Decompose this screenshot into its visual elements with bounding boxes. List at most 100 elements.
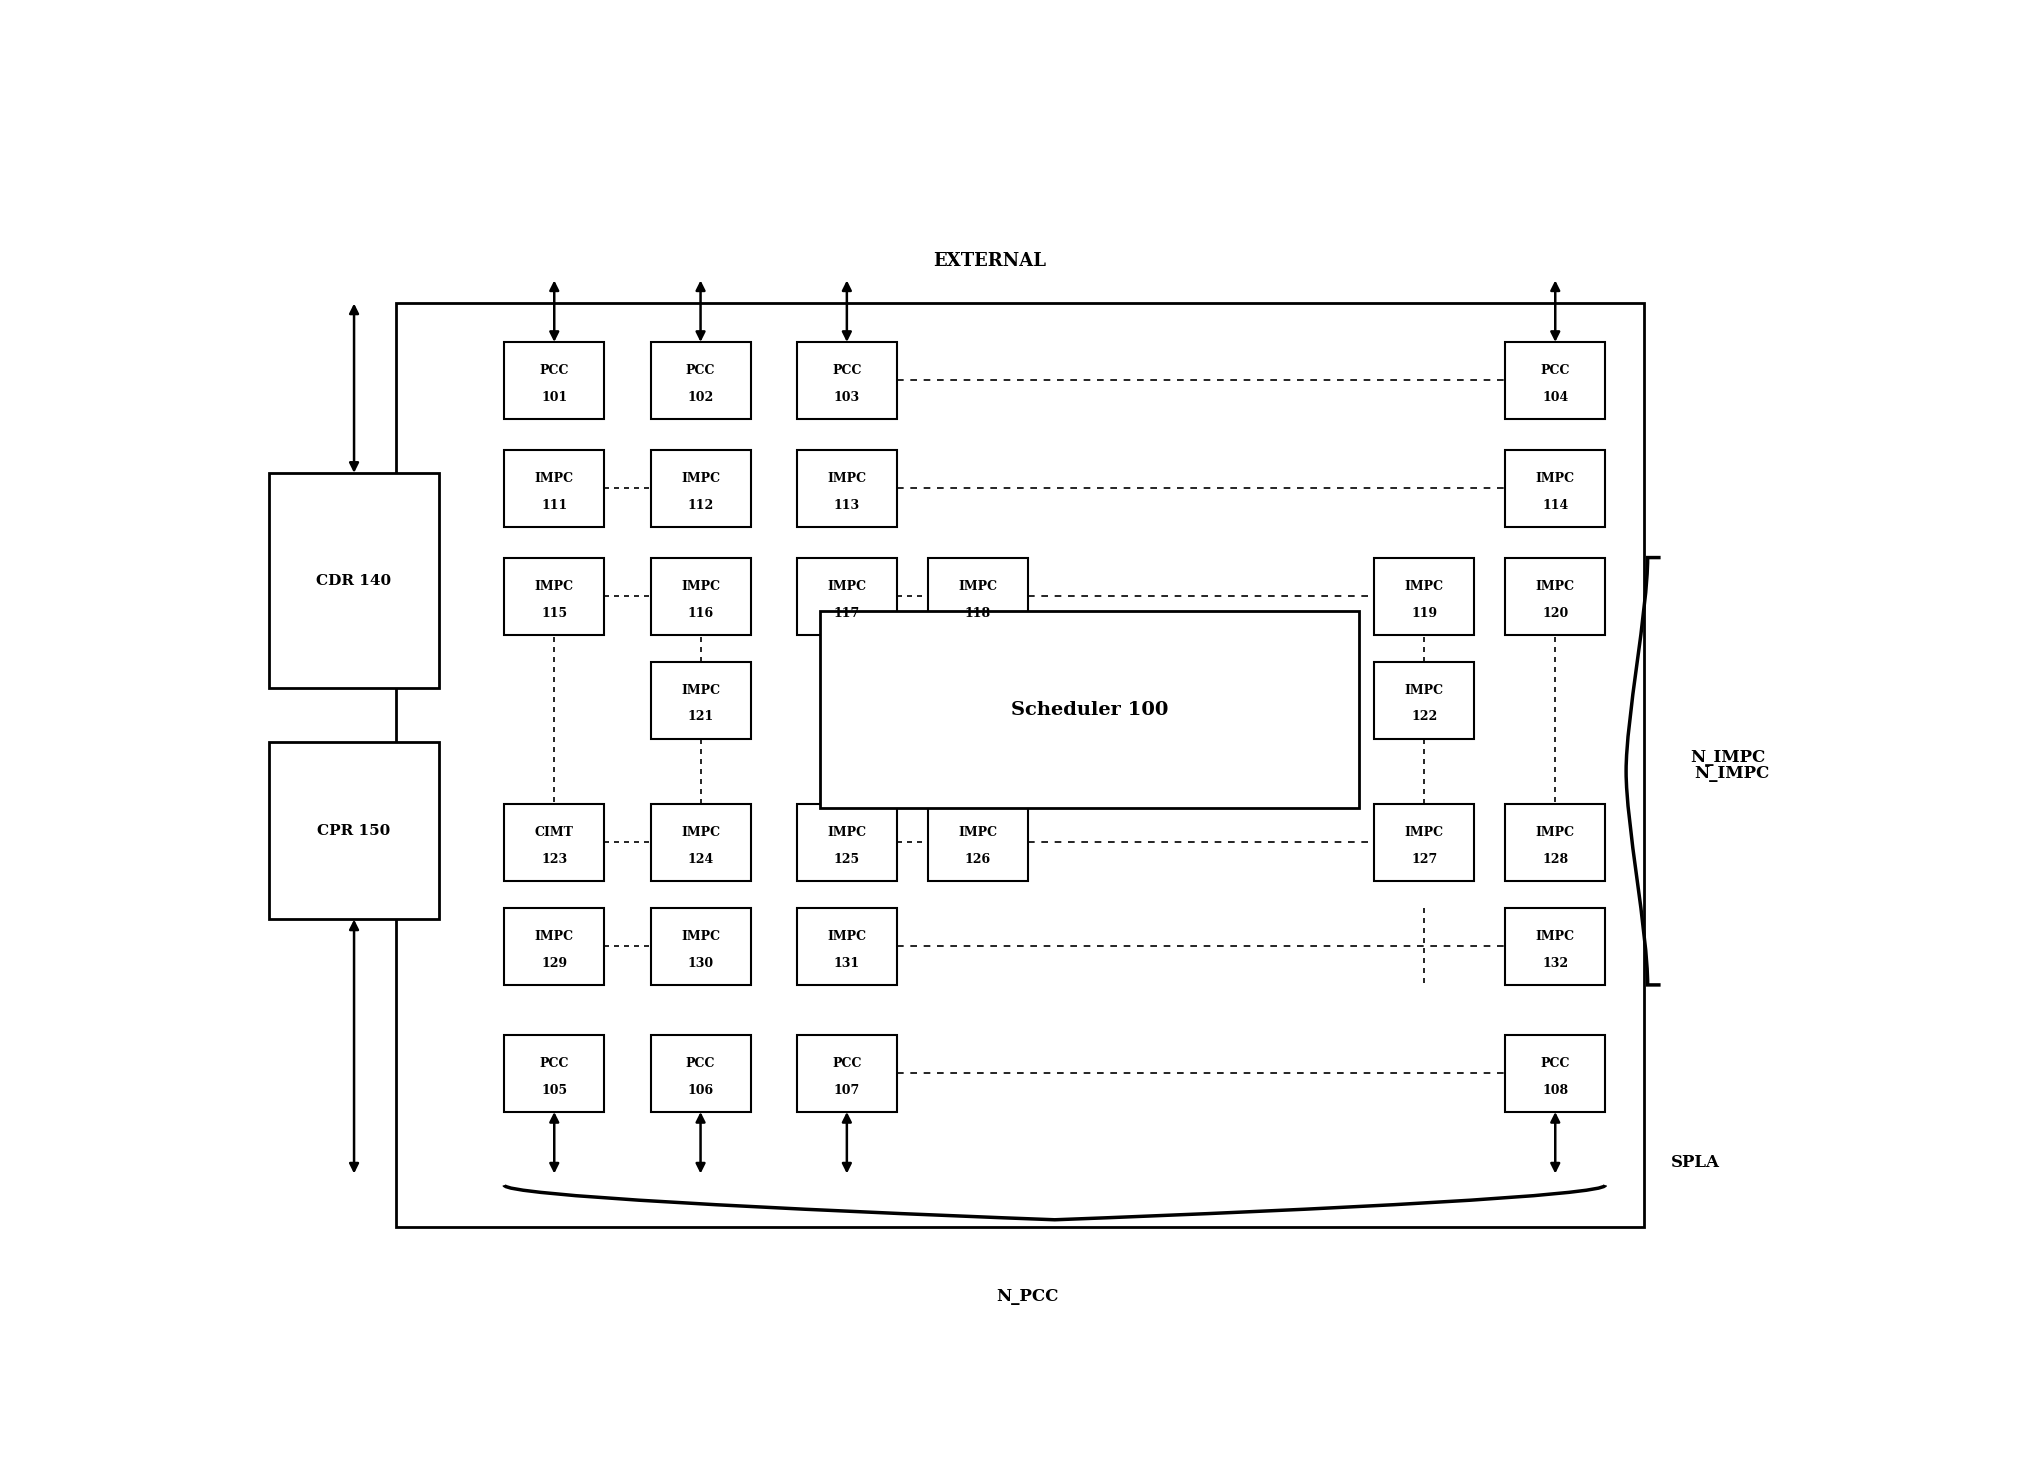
- Text: 114: 114: [1543, 498, 1569, 512]
- Text: PCC: PCC: [540, 1057, 568, 1069]
- Bar: [1375, 558, 1474, 635]
- Text: 103: 103: [833, 392, 859, 403]
- Bar: [928, 558, 1027, 635]
- Bar: [1504, 343, 1605, 420]
- Text: N_IMPC: N_IMPC: [1690, 749, 1765, 767]
- Bar: [819, 611, 1359, 808]
- Bar: [651, 558, 750, 635]
- Bar: [797, 449, 898, 526]
- Text: 102: 102: [687, 392, 714, 403]
- Text: 111: 111: [542, 498, 568, 512]
- Text: IMPC: IMPC: [681, 826, 720, 839]
- Bar: [651, 908, 750, 985]
- Text: PCC: PCC: [1541, 363, 1569, 377]
- Bar: [797, 804, 898, 881]
- Bar: [1504, 449, 1605, 526]
- Bar: [1504, 804, 1605, 881]
- Text: 115: 115: [542, 607, 568, 620]
- Text: IMPC: IMPC: [1405, 580, 1444, 593]
- Text: 108: 108: [1543, 1084, 1569, 1097]
- Text: PCC: PCC: [685, 363, 716, 377]
- Text: 132: 132: [1543, 957, 1569, 970]
- Bar: [1375, 661, 1474, 739]
- Text: 126: 126: [964, 853, 991, 866]
- Text: 117: 117: [833, 607, 859, 620]
- Bar: [797, 343, 898, 420]
- Text: PCC: PCC: [833, 1057, 861, 1069]
- Bar: [503, 804, 605, 881]
- Text: 107: 107: [833, 1084, 859, 1097]
- Bar: [269, 743, 439, 919]
- Text: CIMT: CIMT: [534, 826, 574, 839]
- Text: PCC: PCC: [1541, 1057, 1569, 1069]
- Text: CDR 140: CDR 140: [317, 574, 392, 587]
- Text: IMPC: IMPC: [827, 826, 865, 839]
- Bar: [396, 304, 1644, 1228]
- Text: IMPC: IMPC: [534, 580, 574, 593]
- Bar: [269, 473, 439, 688]
- Text: PCC: PCC: [833, 363, 861, 377]
- Text: IMPC: IMPC: [681, 930, 720, 943]
- Bar: [1504, 558, 1605, 635]
- Bar: [797, 908, 898, 985]
- Text: N_PCC: N_PCC: [997, 1289, 1060, 1305]
- Bar: [503, 558, 605, 635]
- Text: CPR 150: CPR 150: [317, 825, 390, 838]
- Bar: [651, 449, 750, 526]
- Text: IMPC: IMPC: [681, 472, 720, 485]
- Text: N_IMPC: N_IMPC: [1694, 765, 1769, 782]
- Text: 130: 130: [687, 957, 714, 970]
- Text: 128: 128: [1543, 853, 1569, 866]
- Bar: [1504, 908, 1605, 985]
- Bar: [651, 1035, 750, 1112]
- Text: IMPC: IMPC: [534, 930, 574, 943]
- Text: IMPC: IMPC: [1535, 580, 1575, 593]
- Text: IMPC: IMPC: [958, 580, 997, 593]
- Text: 120: 120: [1543, 607, 1569, 620]
- Text: 129: 129: [542, 957, 568, 970]
- Text: 101: 101: [542, 392, 568, 403]
- Bar: [503, 908, 605, 985]
- Bar: [797, 558, 898, 635]
- Bar: [503, 1035, 605, 1112]
- Text: SPLA: SPLA: [1670, 1154, 1721, 1170]
- Text: PCC: PCC: [540, 363, 568, 377]
- Text: IMPC: IMPC: [681, 684, 720, 697]
- Text: 123: 123: [542, 853, 568, 866]
- Text: 122: 122: [1411, 710, 1438, 724]
- Text: IMPC: IMPC: [1535, 472, 1575, 485]
- Text: IMPC: IMPC: [534, 472, 574, 485]
- Text: IMPC: IMPC: [827, 580, 865, 593]
- Text: PCC: PCC: [685, 1057, 716, 1069]
- Bar: [503, 343, 605, 420]
- Bar: [797, 1035, 898, 1112]
- Text: 121: 121: [687, 710, 714, 724]
- Text: IMPC: IMPC: [1405, 826, 1444, 839]
- Text: IMPC: IMPC: [681, 580, 720, 593]
- Text: 127: 127: [1411, 853, 1438, 866]
- Text: 106: 106: [687, 1084, 714, 1097]
- Bar: [1375, 804, 1474, 881]
- Text: IMPC: IMPC: [827, 930, 865, 943]
- Text: EXTERNAL: EXTERNAL: [932, 252, 1045, 270]
- Text: IMPC: IMPC: [958, 826, 997, 839]
- Text: IMPC: IMPC: [1535, 826, 1575, 839]
- Text: IMPC: IMPC: [1405, 684, 1444, 697]
- Text: 124: 124: [687, 853, 714, 866]
- Text: IMPC: IMPC: [827, 472, 865, 485]
- Bar: [651, 804, 750, 881]
- Bar: [928, 804, 1027, 881]
- Text: 105: 105: [542, 1084, 568, 1097]
- Text: 118: 118: [964, 607, 991, 620]
- Text: 113: 113: [833, 498, 859, 512]
- Text: 104: 104: [1543, 392, 1569, 403]
- Bar: [503, 449, 605, 526]
- Bar: [651, 661, 750, 739]
- Text: 131: 131: [833, 957, 859, 970]
- Text: 116: 116: [687, 607, 714, 620]
- Text: Scheduler 100: Scheduler 100: [1011, 700, 1169, 719]
- Text: 112: 112: [687, 498, 714, 512]
- Text: 119: 119: [1411, 607, 1438, 620]
- Bar: [651, 343, 750, 420]
- Text: IMPC: IMPC: [1535, 930, 1575, 943]
